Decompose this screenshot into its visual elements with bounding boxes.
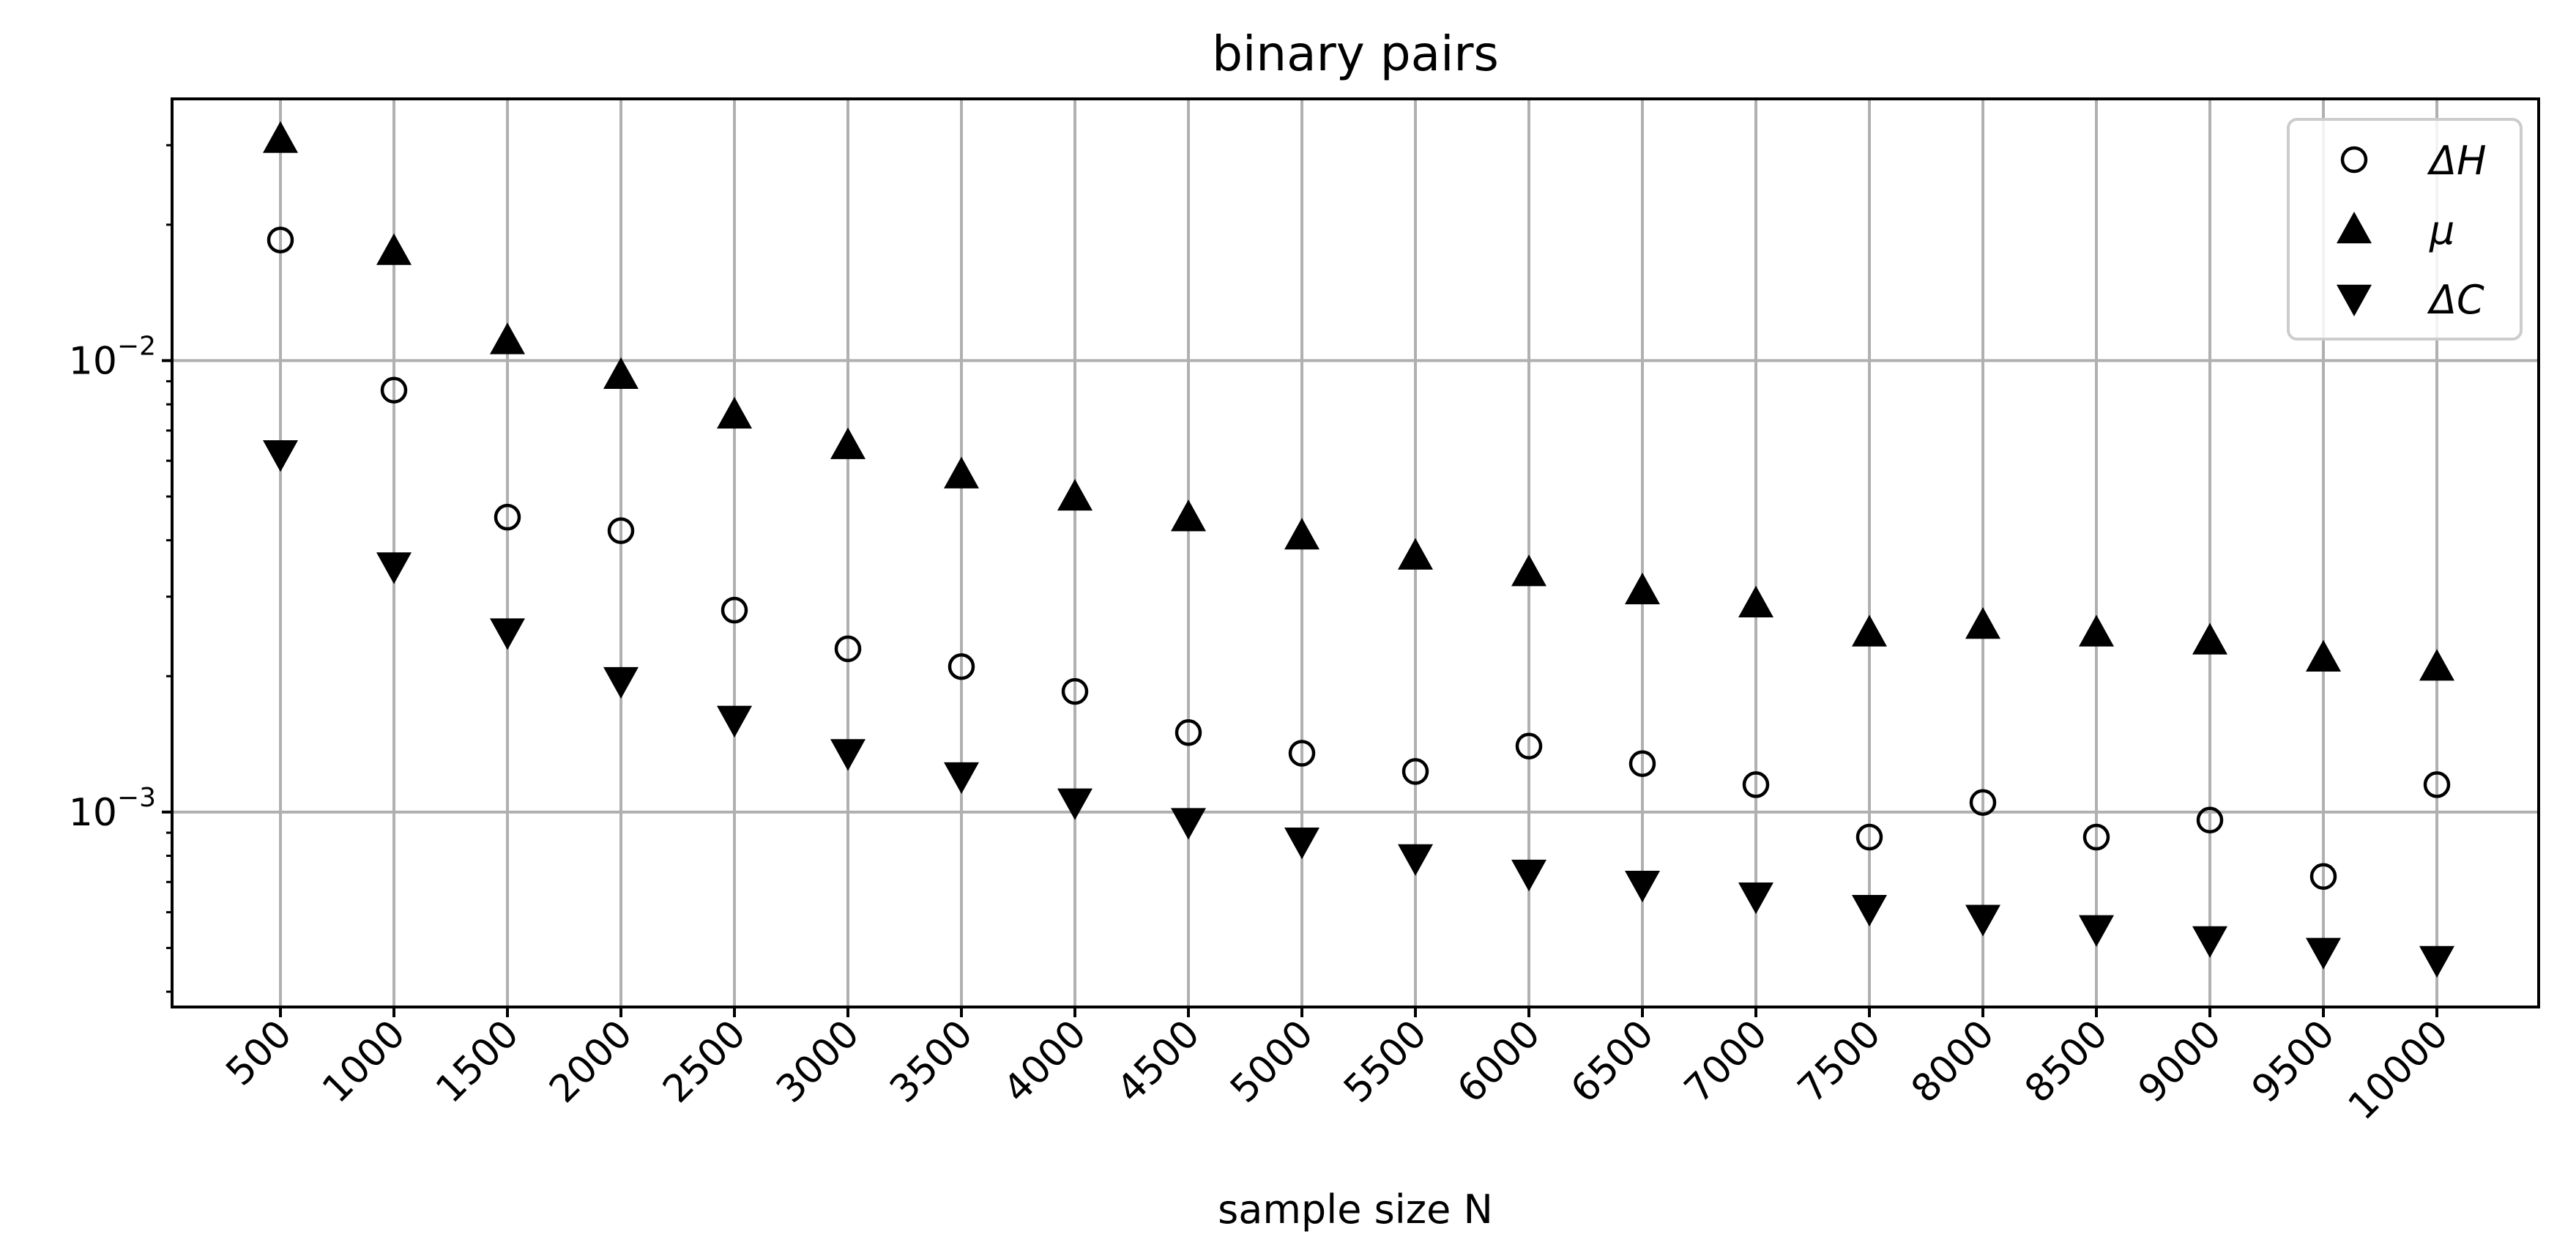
data-point (380, 376, 408, 404)
data-point (2306, 937, 2341, 970)
data-point (1738, 585, 1773, 617)
data-point (1628, 750, 1656, 777)
data-point (1511, 859, 1546, 892)
data-point (1401, 758, 1429, 785)
data-point (1284, 828, 1319, 860)
data-point (607, 517, 635, 544)
data-point (1965, 904, 2000, 937)
data-point (717, 705, 752, 738)
data-point (2079, 614, 2114, 647)
data-point (263, 121, 298, 153)
legend-label: ΔC (2427, 277, 2484, 323)
data-point (1057, 788, 1092, 820)
data-point (1625, 572, 1660, 605)
series-2 (263, 440, 2454, 978)
legend-box (2287, 118, 2523, 341)
x-tick-label: 9000 (2130, 1012, 2230, 1112)
data-point (2419, 649, 2454, 681)
data-point (1288, 740, 1316, 767)
x-tick-label: 500 (218, 1012, 301, 1095)
x-tick-label: 5000 (1222, 1012, 1322, 1112)
x-tick-label: 4000 (995, 1012, 1095, 1112)
legend-marker (2337, 284, 2372, 316)
data-point (1742, 771, 1770, 798)
data-point (944, 762, 979, 795)
data-point (490, 322, 525, 354)
data-point (1171, 808, 1206, 840)
data-point (1852, 614, 1887, 647)
legend-label: ΔH (2427, 138, 2487, 184)
data-point (1515, 732, 1543, 759)
x-tick-label: 10000 (2340, 1012, 2457, 1129)
y-tick-label: 10−2 (69, 331, 156, 383)
data-point (263, 440, 298, 472)
series-1 (263, 121, 2454, 681)
data-point (948, 653, 975, 680)
data-point (717, 396, 752, 429)
legend-label: μ (2429, 207, 2454, 253)
data-point (944, 456, 979, 488)
series-0 (267, 226, 2451, 891)
data-point (2079, 915, 2114, 947)
data-point (1511, 554, 1546, 587)
data-point (2082, 823, 2110, 851)
x-tick-label: 3500 (882, 1012, 981, 1112)
legend-marker (2337, 212, 2372, 244)
x-tick-label: 2000 (541, 1012, 641, 1112)
data-point (267, 226, 294, 253)
grid-lines (172, 99, 2539, 1007)
data-point (1855, 823, 1883, 851)
data-point (2419, 945, 2454, 978)
data-point (1398, 538, 1433, 570)
x-axis-label: sample size N (1218, 1186, 1493, 1233)
data-point (1284, 518, 1319, 550)
legend: ΔH μ ΔC (2287, 118, 2523, 341)
x-tick-label: 1000 (314, 1012, 414, 1112)
y-tick-label: 10−3 (69, 783, 156, 835)
data-points (263, 121, 2454, 978)
data-point (2306, 639, 2341, 672)
data-point (2309, 863, 2337, 891)
chart-title: binary pairs (1212, 26, 1499, 82)
x-tick-label: 6000 (1449, 1012, 1549, 1112)
data-point (1398, 844, 1433, 876)
x-tick-label: 8500 (2017, 1012, 2116, 1112)
data-point (1625, 870, 1660, 903)
x-tick-label: 2500 (655, 1012, 754, 1112)
x-tick-label: 3000 (768, 1012, 868, 1112)
data-point (603, 357, 639, 390)
x-tick-label: 8000 (1903, 1012, 2003, 1112)
legend-marker (2340, 146, 2368, 174)
data-point (376, 233, 412, 265)
x-tick-label: 4500 (1109, 1012, 1208, 1112)
x-tick-label: 7000 (1676, 1012, 1776, 1112)
data-point (1965, 607, 2000, 639)
data-point (2192, 623, 2227, 655)
x-tick-label: 6500 (1563, 1012, 1662, 1112)
data-point (494, 503, 521, 531)
x-tick-label: 7500 (1790, 1012, 1889, 1112)
data-point (1061, 677, 1089, 705)
data-point (2423, 771, 2451, 798)
data-point (721, 596, 748, 624)
data-point (1057, 478, 1092, 511)
data-point (830, 427, 866, 459)
data-point (490, 618, 525, 650)
data-point (2192, 926, 2227, 958)
data-point (376, 552, 412, 584)
plot-area-frame (171, 97, 2540, 1008)
x-tick-label: 1500 (428, 1012, 527, 1112)
x-tick-label: 9500 (2244, 1012, 2343, 1112)
data-point (2196, 806, 2224, 834)
data-point (603, 666, 639, 699)
x-tick-label: 5500 (1336, 1012, 1435, 1112)
data-point (1175, 719, 1202, 746)
data-point (1171, 499, 1206, 532)
data-point (1969, 789, 1997, 817)
data-point (1738, 882, 1773, 915)
data-point (834, 635, 862, 663)
data-point (1852, 894, 1887, 927)
data-point (830, 739, 866, 771)
